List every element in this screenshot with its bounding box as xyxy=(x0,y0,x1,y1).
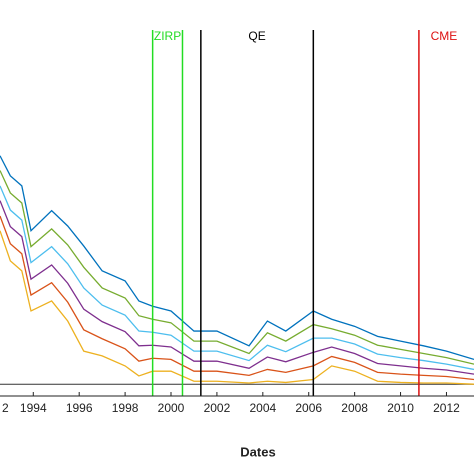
x-tick-label: 1996 xyxy=(66,401,93,415)
series-line xyxy=(0,215,474,381)
x-tick-label: 2008 xyxy=(341,401,368,415)
x-tick-label: 1994 xyxy=(20,401,47,415)
x-tick-label: 1998 xyxy=(112,401,139,415)
event-label: QE xyxy=(248,29,265,43)
x-axis-label: Dates xyxy=(240,444,275,459)
x-tick-label: 2 xyxy=(2,401,9,415)
series-line xyxy=(0,170,474,365)
event-label: ZIRP xyxy=(154,29,181,43)
series-line xyxy=(0,230,474,385)
x-tick-label: 2000 xyxy=(158,401,185,415)
x-tick-label: 2002 xyxy=(204,401,231,415)
x-tick-label: 2006 xyxy=(295,401,322,415)
event-label: CME xyxy=(431,29,458,43)
x-tick-label: 2012 xyxy=(433,401,460,415)
series-line xyxy=(0,185,474,371)
x-tick-label: 2010 xyxy=(387,401,414,415)
x-tick-label: 2004 xyxy=(249,401,276,415)
series-line xyxy=(0,155,474,361)
series-line xyxy=(0,200,474,375)
